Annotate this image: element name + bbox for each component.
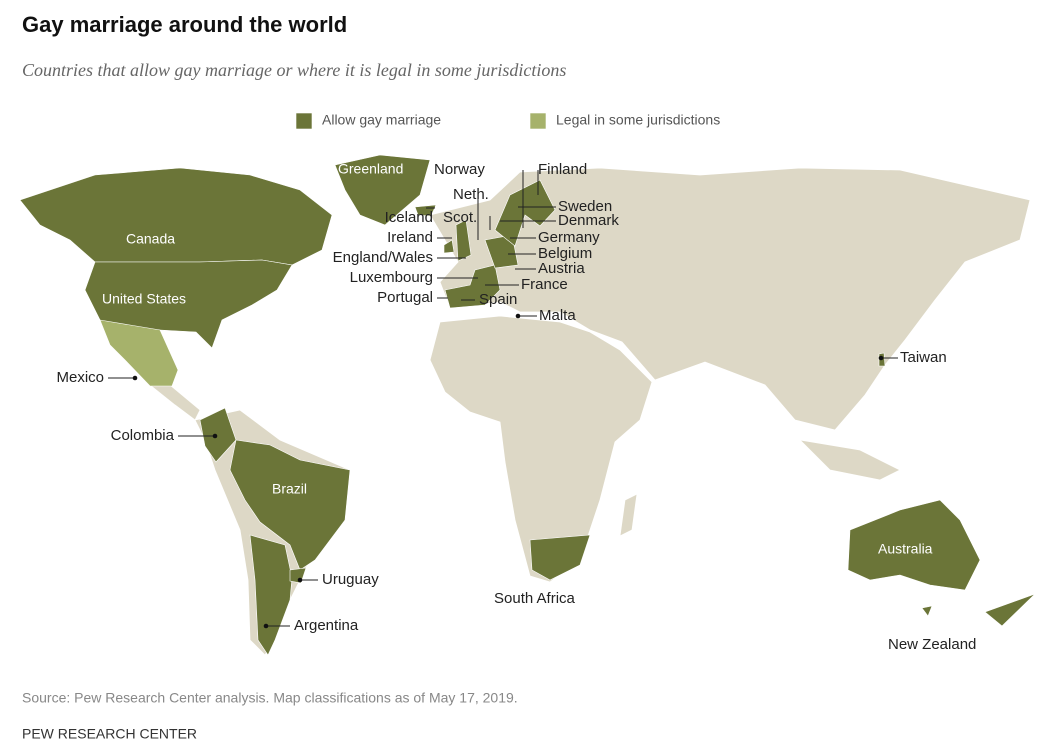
country [847,499,981,591]
country-label: France [521,276,568,293]
country-label: Canada [126,231,175,247]
country-label: Iceland [385,209,433,226]
country-label: Sweden [558,198,612,215]
country [229,439,351,571]
point [212,433,218,439]
country-label: Australia [878,541,933,557]
country-label: Finland [538,161,587,178]
land [798,439,901,481]
leader [108,170,898,627]
title: Gay marriage around the world [22,12,347,37]
point [297,577,303,583]
country [443,239,455,254]
legend-swatch [295,112,313,130]
country-label: Germany [538,229,600,246]
legend-label: Allow gay marriage [322,112,441,128]
country-label: Portugal [377,289,433,306]
land [148,384,201,421]
country-label: Ireland [387,229,433,246]
country [199,407,237,463]
country [921,605,933,617]
subtitle: Countries that allow gay marriage or whe… [22,60,566,80]
point [263,623,269,629]
country-label: Colombia [111,427,175,444]
country-label: South Africa [494,590,576,607]
country [984,593,1036,627]
country-label: United States [102,291,186,307]
country-label: Denmark [558,212,619,229]
country-label: Belgium [538,245,592,262]
map [19,154,1036,656]
point [515,313,521,319]
country-label: Mexico [56,369,104,386]
country-label: Neth. [453,186,489,203]
country-label: Argentina [294,617,359,634]
labels: Greenland Canada United States Mexico Co… [56,161,976,653]
country-label: Brazil [272,481,307,497]
country [19,167,333,266]
country-label: Scot. [443,209,477,226]
country [529,534,591,581]
footer-org: PEW RESEARCH CENTER [22,726,197,742]
legend-swatch [529,112,547,130]
country-label: Taiwan [900,349,947,366]
country [249,534,293,656]
point [878,355,884,361]
land [619,493,638,537]
country-label: England/Wales [333,249,433,266]
country-label: New Zealand [888,636,976,653]
country [494,179,556,247]
country [334,154,431,226]
country-label: Spain [479,291,517,308]
country-label: Austria [538,260,585,277]
country-label: Greenland [338,161,403,177]
country-label: Uruguay [322,571,379,588]
country [455,219,472,262]
country-label: Malta [539,307,576,324]
country [99,319,179,387]
leaders [108,170,898,629]
source-note: Source: Pew Research Center analysis. Ma… [22,690,518,706]
country-label: Luxembourg [350,269,433,286]
country-label: Norway [434,161,485,178]
country [444,264,501,309]
point [132,375,138,381]
legend-label: Legal in some jurisdictions [556,112,720,128]
